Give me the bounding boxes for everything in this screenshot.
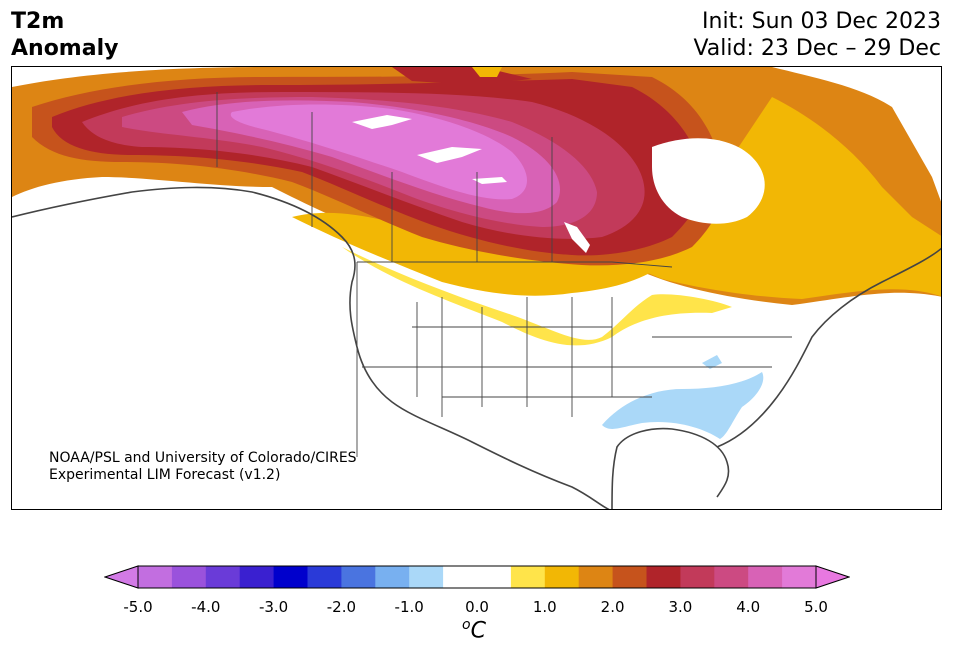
colorbar-segment [375, 566, 410, 588]
anomaly-map [11, 66, 942, 510]
cold-anomaly-northeast [702, 355, 722, 369]
colorbar-tick-label: -4.0 [191, 598, 221, 616]
colorbar-segment [239, 566, 275, 588]
colorbar-segment [782, 566, 817, 588]
colorbar-segment [409, 566, 444, 588]
colorbar-ticks: -5.0 -4.0 -3.0 -2.0 -1.0 0.0 1.0 2.0 3.0 4.0 5.0 [0, 598, 953, 618]
colorbar-segment [544, 566, 580, 588]
colorbar-extend-low [103, 565, 139, 589]
colorbar-segment [680, 566, 715, 588]
lake-winnipeg [564, 222, 590, 253]
colorbar-tick-label: 3.0 [668, 598, 693, 616]
colorbar-segment [138, 566, 173, 588]
arctic-hotspot [472, 67, 502, 77]
colorbar-tick-label: 4.0 [736, 598, 761, 616]
lake-athabasca [472, 177, 507, 184]
map-svg [12, 67, 941, 509]
colorbar-segment [443, 566, 478, 588]
colorbar-segment [341, 566, 376, 588]
credit-text: NOAA/PSL and University of Colorado/CIRE… [49, 450, 357, 484]
colorbar-tick-label: 0.0 [465, 598, 489, 616]
great-slave-lake [417, 147, 482, 163]
colorbar-tick-label: 2.0 [600, 598, 625, 616]
colorbar-segment [171, 566, 207, 588]
colorbar [103, 565, 851, 593]
colorbar-tick-label: -2.0 [326, 598, 357, 616]
title-line-2: Anomaly [11, 36, 119, 61]
political-boundaries [216, 92, 792, 457]
colorbar-tick-label: 1.0 [532, 598, 557, 616]
colorbar-segment [510, 566, 546, 588]
colorbar-segment [714, 566, 749, 588]
colorbar-segment [646, 566, 681, 588]
unit-superscript: o [462, 617, 471, 633]
colorbar-tick-label: -1.0 [394, 598, 424, 616]
colorbar-segment [612, 566, 647, 588]
colorbar-segment [578, 566, 614, 588]
hudson-bay [652, 138, 765, 224]
great-bear-lake [352, 115, 412, 129]
coastlines [12, 186, 941, 509]
valid-dates: Valid: 23 Dec – 29 Dec [693, 36, 941, 61]
anomaly-band-1c-south [292, 212, 652, 296]
colorbar-segment [307, 566, 342, 588]
credit-line-1: NOAA/PSL and University of Colorado/CIRE… [49, 450, 357, 466]
forecast-dates: Init: Sun 03 Dec 2023 Valid: 23 Dec – 29… [693, 8, 941, 62]
credit-line-2: Experimental LIM Forecast (v1.2) [49, 467, 281, 483]
colorbar-extend-high [815, 565, 851, 589]
colorbar-unit: oC [462, 617, 486, 643]
colorbar-tick-label: 5.0 [804, 598, 828, 616]
colorbar-svg [103, 565, 851, 589]
colorbar-tick-label: -3.0 [258, 598, 289, 616]
title-line-1: T2m [11, 9, 65, 34]
anomaly-band-5c [230, 104, 527, 200]
colorbar-segment [477, 566, 512, 588]
colorbar-segment [273, 566, 308, 588]
unit-base: C [470, 618, 486, 644]
colorbar-tick-label: -5.0 [123, 598, 153, 616]
colorbar-segment [748, 566, 783, 588]
init-date: Init: Sun 03 Dec 2023 [702, 9, 941, 34]
colorbar-outline [137, 565, 817, 589]
map-title: T2m Anomaly [11, 8, 118, 62]
anomaly-band-0-5c [342, 247, 732, 346]
cold-anomaly-southeast [602, 372, 764, 439]
colorbar-segment [205, 566, 241, 588]
